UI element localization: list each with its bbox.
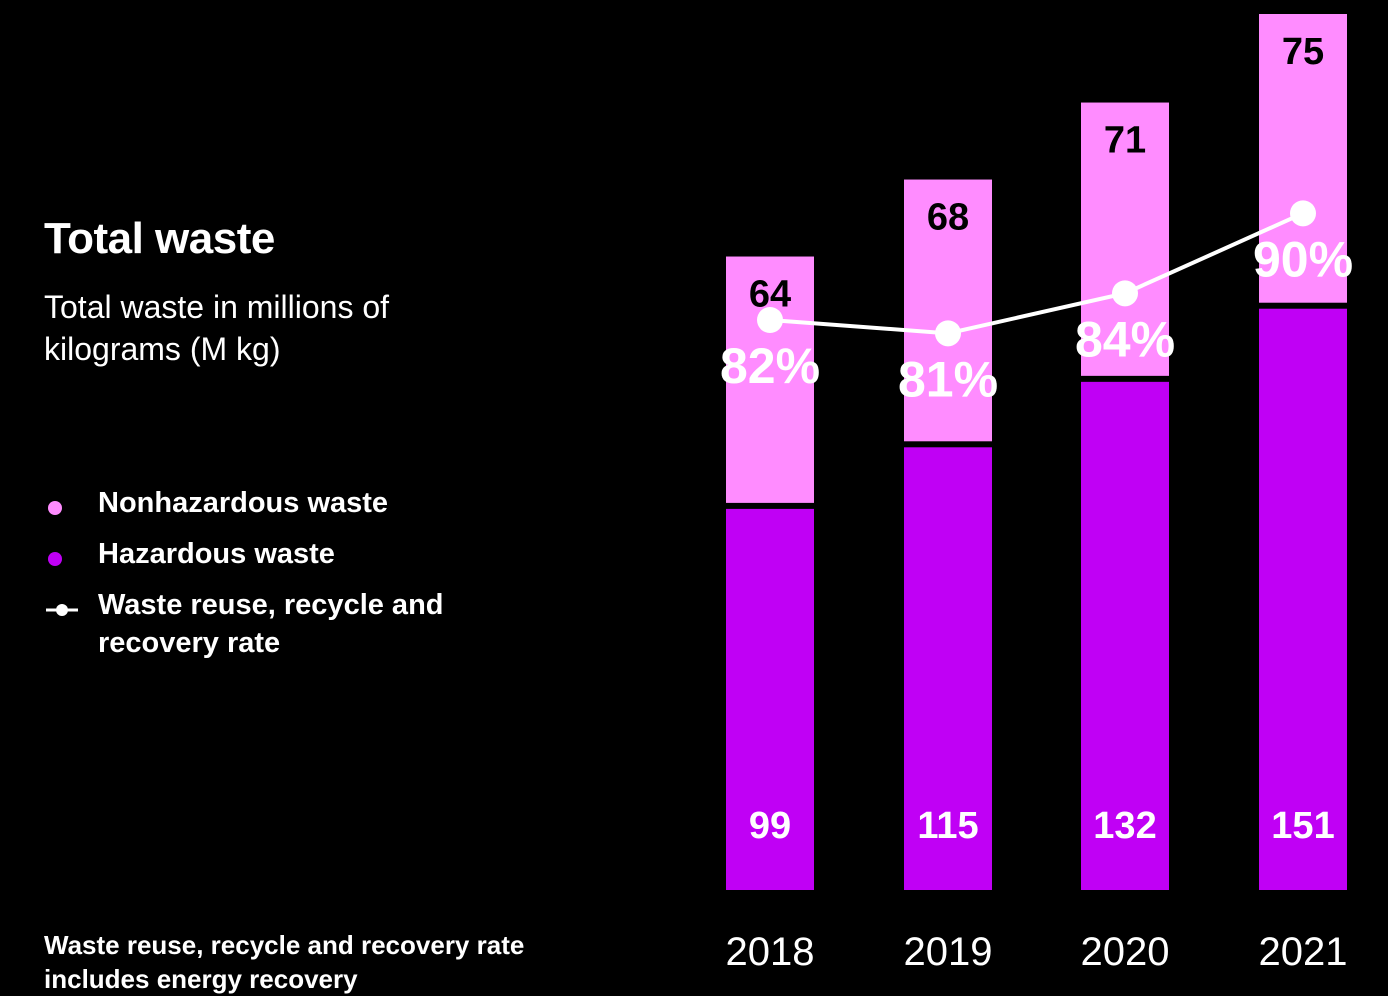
label-hazardous-2021: 151 xyxy=(1271,805,1334,847)
recovery-rate-label-2019: 81% xyxy=(898,351,998,407)
x-tick-2020: 2020 xyxy=(1081,930,1170,974)
label-hazardous-2018: 99 xyxy=(749,805,791,847)
x-tick-2019: 2019 xyxy=(904,930,993,974)
label-hazardous-2019: 115 xyxy=(917,805,978,847)
recovery-rate-point-2021 xyxy=(1290,200,1316,226)
recovery-rate-label-2021: 90% xyxy=(1253,231,1353,287)
label-nonhazardous-2019: 68 xyxy=(927,197,969,239)
recovery-rate-label-2020: 84% xyxy=(1075,311,1175,367)
recovery-rate-point-2018 xyxy=(757,307,783,333)
x-tick-2018: 2018 xyxy=(726,930,815,974)
label-nonhazardous-2020: 71 xyxy=(1104,120,1146,162)
label-hazardous-2020: 132 xyxy=(1093,805,1156,847)
recovery-rate-point-2019 xyxy=(935,320,961,346)
recovery-rate-line xyxy=(770,213,1303,333)
label-nonhazardous-2021: 75 xyxy=(1282,31,1324,73)
recovery-rate-point-2020 xyxy=(1112,280,1138,306)
recovery-rate-label-2018: 82% xyxy=(720,338,820,394)
bar-hazardous-2021 xyxy=(1259,309,1347,890)
x-tick-2021: 2021 xyxy=(1259,930,1348,974)
